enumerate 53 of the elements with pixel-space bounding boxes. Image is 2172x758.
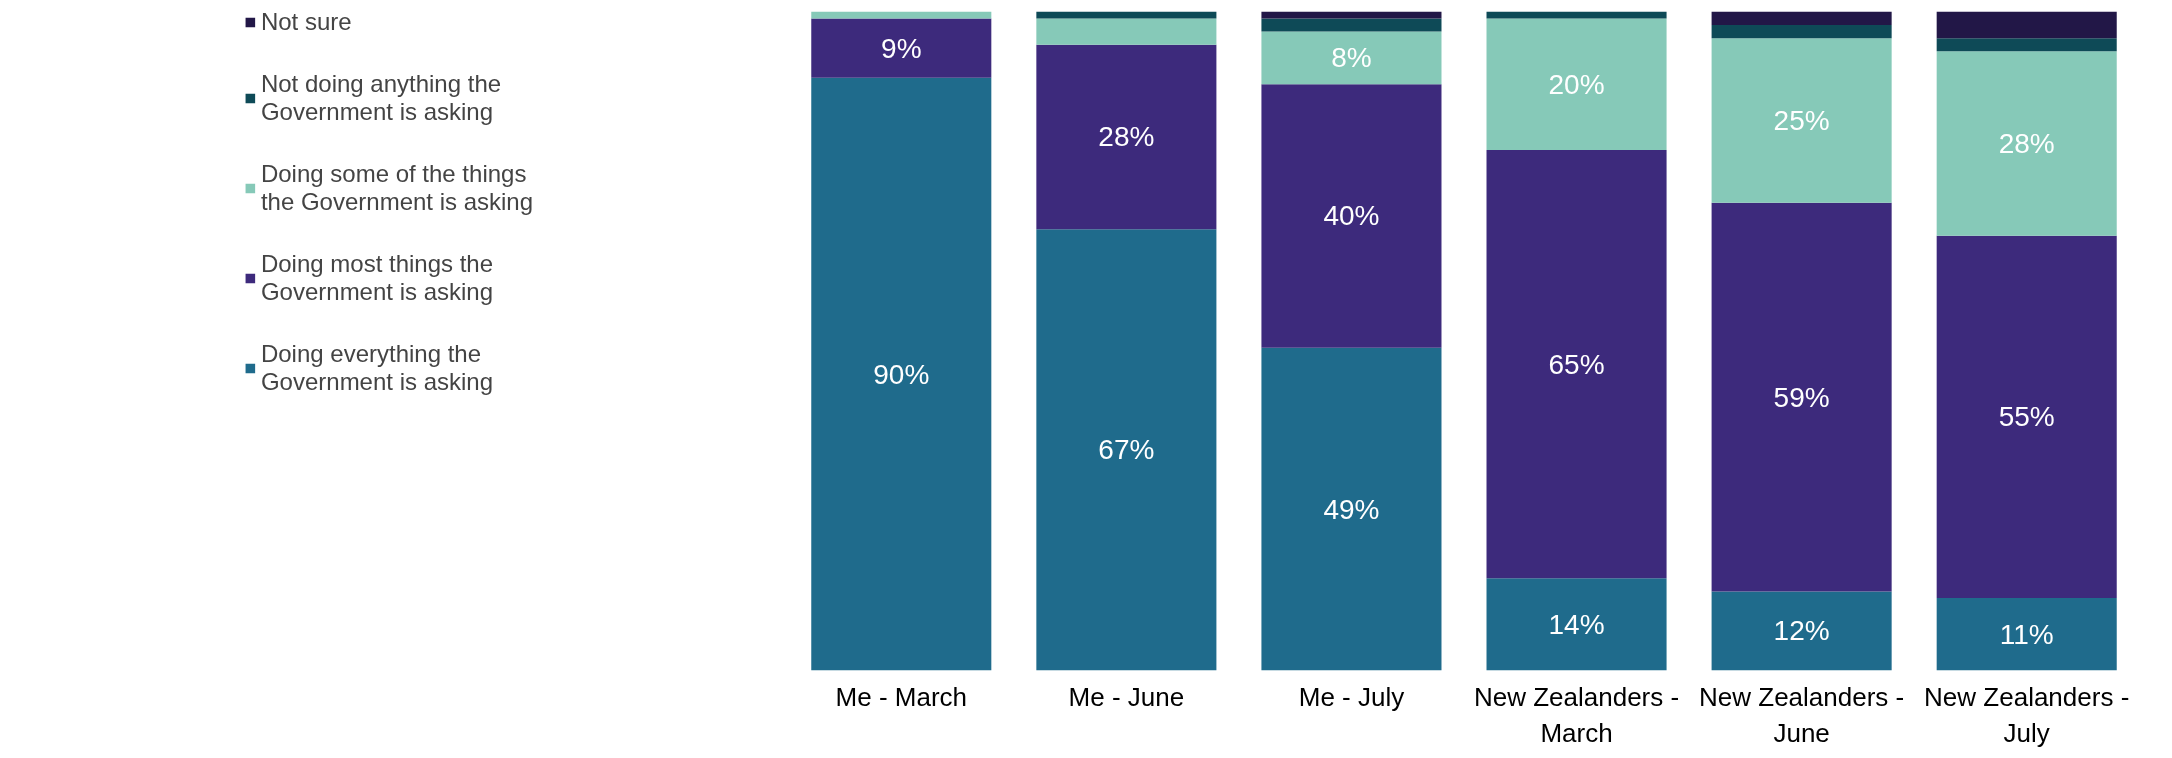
data-label: 8% (1331, 42, 1372, 74)
bar (1261, 347, 1442, 671)
bar (1036, 44, 1217, 230)
bar (1936, 598, 2117, 671)
data-label: 90% (873, 358, 930, 390)
legend-label: Not doing anything the Government is asking (260, 70, 502, 126)
legend-label: Not sure (260, 8, 352, 36)
legend-label: Doing some of the things the Government is asking (260, 160, 534, 216)
bar (811, 18, 992, 78)
bar (1711, 38, 1892, 203)
legend-label: Doing everything the Government is asking (260, 340, 494, 396)
data-label: 55% (1998, 401, 2055, 433)
data-label: 28% (1098, 121, 1155, 153)
bar (1711, 202, 1892, 592)
bar (1486, 578, 1667, 671)
data-label: 12% (1773, 615, 1830, 647)
x-tick-label: New Zealanders - March (1473, 681, 1680, 748)
data-label: 11% (1999, 618, 2054, 650)
bar (1711, 591, 1892, 671)
bar (1486, 18, 1667, 151)
data-label: 9% (881, 32, 922, 64)
x-tick-label: Me - June (1068, 681, 1185, 712)
bar (1936, 38, 2117, 52)
bar (1936, 51, 2117, 236)
x-tick-label: Me - July (1298, 681, 1405, 712)
bar (1036, 18, 1217, 45)
legend-label: Doing most things the Government is asking (260, 250, 494, 306)
bar (1261, 18, 1442, 32)
data-label: 25% (1773, 104, 1830, 136)
data-label: 59% (1773, 381, 1830, 413)
x-tick-label: New Zealanders - June (1699, 681, 1905, 748)
data-label: 67% (1098, 434, 1155, 466)
data-label: 65% (1548, 348, 1605, 380)
bar (811, 11, 992, 19)
bar (1036, 229, 1217, 671)
data-label: 49% (1323, 493, 1380, 525)
data-label: 20% (1548, 68, 1605, 100)
bar (1486, 150, 1667, 579)
bar (1261, 11, 1442, 19)
bar (1486, 11, 1667, 19)
bar (1936, 11, 2117, 39)
bar (1711, 24, 1892, 39)
bar (1036, 11, 1217, 19)
bar (1261, 84, 1442, 348)
bar (1261, 31, 1442, 85)
data-label: 40% (1323, 200, 1380, 232)
bar (1711, 11, 1892, 25)
data-label: 14% (1548, 608, 1605, 640)
data-label: 28% (1998, 128, 2055, 160)
x-tick-label: New Zealanders - July (1924, 681, 2130, 748)
bar (811, 77, 992, 671)
x-tick-label: Me - March (835, 681, 968, 712)
bar (1936, 235, 2117, 599)
